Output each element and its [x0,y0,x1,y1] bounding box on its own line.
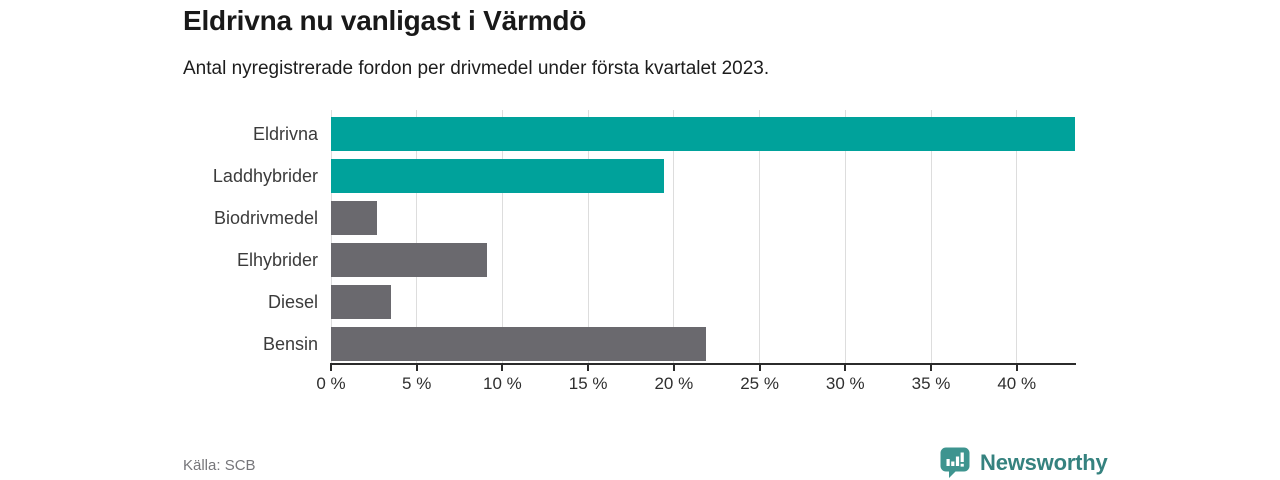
x-axis-tick [587,363,590,371]
x-axis-tick [672,363,675,371]
gridline [501,110,503,363]
brand-name: Newsworthy [980,449,1108,475]
bar-elhybrider [331,243,487,277]
x-axis-tick [501,363,504,371]
bar-bensin [331,327,707,361]
x-axis-tick [758,363,761,371]
x-axis-tick-label: 25 % [740,374,779,393]
x-axis-tick-label: 15 % [568,374,608,393]
gridline [930,110,932,363]
category-label-biodrivmedel: Biodrivmedel [213,208,318,228]
x-axis-tick [330,363,332,371]
category-label-bensin: Bensin [262,334,318,354]
x-axis-tick-label: 30 % [825,374,865,393]
x-axis-tick-label: 35 % [911,374,951,393]
page-title: Eldrivna nu vanligast i Värmdö [183,5,587,36]
x-axis-tick-label: 0 % [316,374,346,393]
gridline [844,110,846,363]
bar-eldrivna [331,117,1075,151]
gridline [416,110,418,363]
source-note: Källa: SCB [183,457,256,474]
gridline [1016,110,1018,363]
bar-biodrivmedel [331,201,378,235]
bar-diesel [331,285,391,319]
x-axis-tick [415,363,418,371]
bar-chart-speech-bubble-icon [940,447,970,478]
x-axis-tick [844,363,847,371]
gridline [587,110,589,363]
x-axis-tick [930,363,932,371]
x-axis-tick [1015,363,1018,371]
category-label-eldrivna: Eldrivna [252,124,318,144]
gridline [673,110,675,363]
x-axis-tick-label: 20 % [654,374,694,393]
gridline [759,110,761,363]
chart-subtitle: Antal nyregistrerade fordon per drivmede… [183,58,770,79]
x-axis-tick-label: 10 % [483,374,522,393]
x-axis-tick-label: 40 % [997,374,1037,393]
x-axis-line [331,363,1076,365]
brand-logo: Newsworthy [939,446,1108,479]
bar-laddhybrider [331,159,664,193]
category-label-elhybrider: Elhybrider [236,250,318,270]
category-label-laddhybrider: Laddhybrider [212,166,318,186]
x-axis-tick-label: 5 % [402,374,432,393]
gridline [330,110,332,363]
category-label-diesel: Diesel [267,292,318,312]
